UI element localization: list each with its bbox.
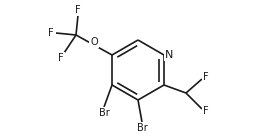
Text: N: N — [165, 50, 173, 60]
Text: F: F — [58, 53, 64, 63]
Text: O: O — [90, 37, 98, 47]
Text: Br: Br — [137, 123, 147, 133]
Text: F: F — [203, 72, 209, 82]
Text: Br: Br — [99, 108, 109, 118]
Text: F: F — [203, 106, 209, 116]
Text: F: F — [75, 5, 81, 15]
Text: F: F — [48, 28, 54, 38]
